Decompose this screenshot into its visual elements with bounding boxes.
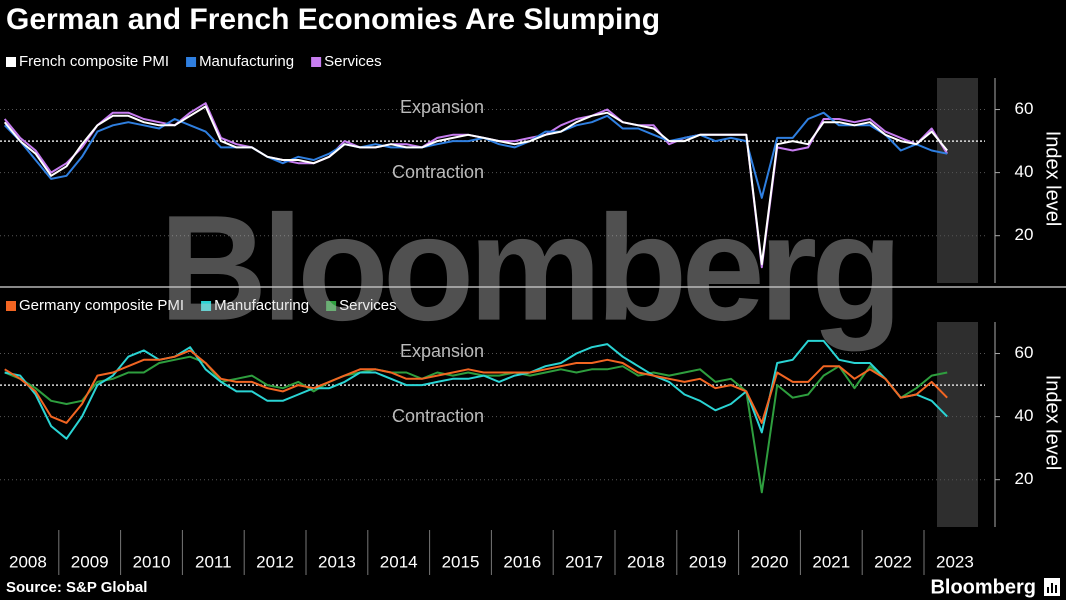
x-tick-label: 2011 [195,552,232,571]
chart-title: German and French Economies Are Slumping [6,3,660,36]
x-tick-label: 2012 [256,552,294,571]
y-tick-label: 20 [1015,469,1034,488]
y-tick-label: 40 [1015,406,1034,425]
highlight-region [937,322,978,527]
x-tick-label: 2017 [565,552,603,571]
highlight-region [937,78,978,283]
x-tick-label: 2010 [133,552,171,571]
series-line [3,105,948,266]
y-axis-label: Index level [1042,131,1064,227]
annotation-expansion: Expansion [400,97,484,117]
legend-label: Manufacturing [199,53,294,70]
x-tick-label: 2014 [380,552,418,571]
series-line [3,111,948,199]
series-line [4,349,948,424]
x-tick-label: 2022 [874,552,912,571]
x-tick-label: 2020 [751,552,789,571]
y-axis-label: Index level [1042,375,1064,471]
legend-label: Manufacturing [214,297,309,314]
legend-swatch [6,57,16,67]
legend-swatch [6,301,16,311]
annotation-expansion: Expansion [400,341,484,361]
y-tick-label: 40 [1015,162,1034,181]
x-tick-label: 2013 [318,552,356,571]
x-tick-label: 2008 [9,552,47,571]
legend-label: Germany composite PMI [19,297,184,314]
x-tick-label: 2009 [71,552,109,571]
x-tick-label: 2016 [503,552,541,571]
legend-label: French composite PMI [19,53,169,70]
watermark: Bloomberg [159,184,897,352]
y-tick-label: 60 [1015,99,1034,118]
source: Source: S&P Global [6,579,147,596]
x-tick-label: 2018 [627,552,665,571]
legend-swatch [311,57,322,67]
y-tick-label: 20 [1015,225,1034,244]
logo-icon [1044,578,1060,596]
logo: Bloomberg [930,576,1036,598]
legend-label: Services [339,297,397,314]
y-tick-label: 60 [1015,343,1034,362]
legend-swatch [186,57,197,67]
x-tick-label: 2015 [442,552,480,571]
legend-swatch [201,301,212,311]
legend-swatch [326,301,337,311]
legend-label: Services [324,53,382,70]
x-tick-label: 2019 [689,552,727,571]
annotation-contraction: Contraction [392,162,484,182]
annotation-contraction: Contraction [392,406,484,426]
x-tick-label: 2023 [936,552,974,571]
series-line [4,355,948,494]
x-tick-label: 2021 [812,552,850,571]
